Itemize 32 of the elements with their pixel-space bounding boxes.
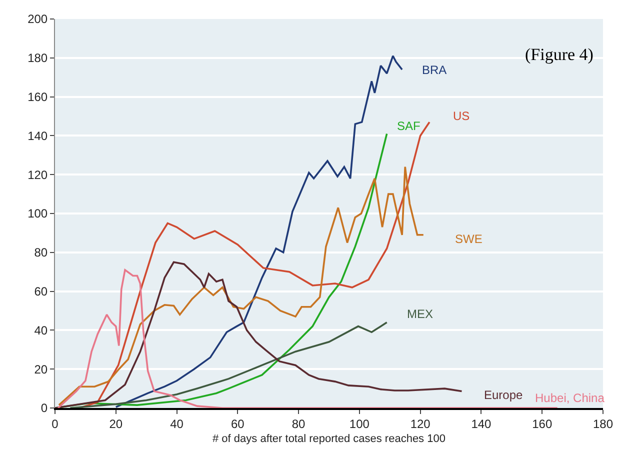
text: SWE xyxy=(455,232,482,246)
y-tick-label: 200 xyxy=(28,12,48,26)
annotation: (Figure 4) xyxy=(525,45,594,64)
line-series xyxy=(69,322,388,408)
x-tick-label: 120 xyxy=(410,417,431,432)
y-tick-label: 140 xyxy=(28,128,48,143)
x-tick-label: 40 xyxy=(170,417,184,432)
series-label: Europe xyxy=(484,388,524,402)
x-axis-title: # of days after total reported cases reaches 100 xyxy=(212,432,446,445)
y-tick-label: 160 xyxy=(28,90,48,104)
x-tick-label: 60 xyxy=(230,417,245,432)
y-tick-label: 120 xyxy=(28,168,48,182)
y-tick-label: 20 xyxy=(34,362,48,376)
x-tick-label: 180 xyxy=(592,417,614,432)
x-tick-label: 0 xyxy=(52,417,59,432)
y-tick-label: 60 xyxy=(34,284,48,298)
y-tick-label: 0 xyxy=(40,401,48,416)
y-tick-label: 80 xyxy=(34,246,48,260)
x-tick-label: 160 xyxy=(532,417,552,432)
y-tick-label: 100 xyxy=(28,206,48,221)
series-label: SAF xyxy=(397,119,420,133)
y-tick-label: 180 xyxy=(28,51,48,66)
x-tick-label: 20 xyxy=(109,417,123,432)
x-tick-label: 140 xyxy=(471,417,492,432)
line-series xyxy=(55,261,463,408)
series-label: Hubei, China xyxy=(535,391,605,405)
series-label: MEX xyxy=(407,307,434,321)
series-label: US xyxy=(453,109,470,123)
y-tick-label: 40 xyxy=(34,323,48,338)
x-tick-label: 80 xyxy=(292,417,306,432)
x-tick-label: 100 xyxy=(349,417,370,432)
series-label: BRA xyxy=(422,63,447,77)
